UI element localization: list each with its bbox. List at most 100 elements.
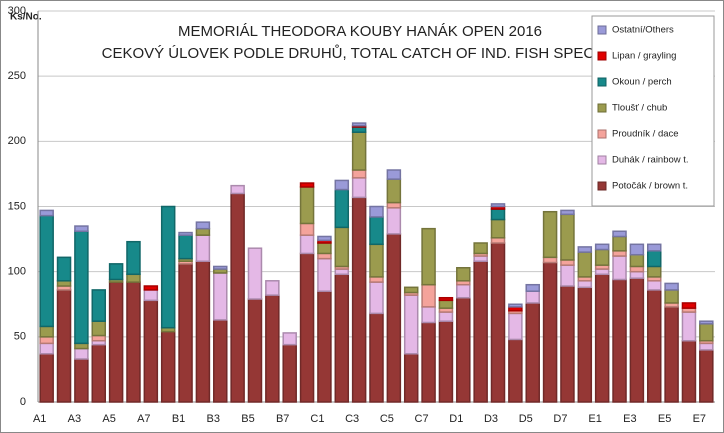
bar-segment bbox=[369, 205, 384, 218]
x-tick-label: A3 bbox=[68, 413, 81, 425]
legend-swatch bbox=[597, 51, 607, 61]
y-tick-label: 100 bbox=[8, 266, 26, 278]
x-tick-label: C5 bbox=[380, 413, 394, 425]
bar-segment bbox=[317, 290, 332, 403]
bar-segment bbox=[681, 339, 697, 403]
bar-segment bbox=[403, 353, 419, 403]
bar-segment bbox=[143, 299, 159, 403]
bar-segment bbox=[369, 281, 384, 315]
bar-segment bbox=[560, 264, 575, 287]
bar-segment bbox=[508, 338, 523, 403]
bar-segment bbox=[91, 289, 107, 322]
bar-segment bbox=[438, 320, 454, 403]
bar-segment bbox=[195, 227, 211, 236]
bar-segment bbox=[646, 243, 662, 252]
bar-segment bbox=[282, 343, 297, 403]
x-tick-label: D1 bbox=[449, 413, 463, 425]
bar-segment bbox=[39, 325, 54, 338]
bar-segment bbox=[699, 320, 714, 325]
bar-segment bbox=[351, 169, 367, 179]
bar-segment bbox=[299, 234, 315, 255]
bar-segment bbox=[438, 296, 454, 302]
bar-segment bbox=[577, 286, 593, 403]
x-tick-label: C3 bbox=[345, 413, 359, 425]
bar-segment bbox=[386, 178, 402, 204]
bar-segment bbox=[334, 188, 350, 229]
x-tick-label: D3 bbox=[484, 413, 498, 425]
bar-segment bbox=[213, 319, 228, 403]
bar-segment bbox=[386, 233, 402, 403]
bar-segment bbox=[230, 184, 245, 195]
bar-segment bbox=[560, 285, 575, 403]
bar-segment bbox=[490, 203, 506, 208]
x-tick-label: D5 bbox=[519, 413, 533, 425]
bar-segment bbox=[160, 205, 176, 329]
x-tick-label: B3 bbox=[207, 413, 220, 425]
bar-segment bbox=[56, 256, 72, 282]
bar-segment bbox=[299, 186, 315, 225]
bar-segment bbox=[473, 255, 488, 262]
bar-segment bbox=[664, 289, 679, 304]
bar-segment bbox=[456, 296, 471, 403]
legend-label: Tloušť / chub bbox=[612, 103, 667, 114]
bar-segment bbox=[490, 208, 506, 221]
bar-segment bbox=[195, 260, 211, 403]
x-tick-label: C7 bbox=[415, 413, 429, 425]
bar-segment bbox=[74, 225, 89, 233]
bar-segment bbox=[299, 252, 315, 403]
x-tick-label: E5 bbox=[658, 413, 671, 425]
bar-segment bbox=[369, 216, 384, 246]
x-tick-label: C1 bbox=[310, 413, 324, 425]
bar-segment bbox=[560, 213, 575, 261]
bar-segment bbox=[386, 169, 402, 180]
legend-label: Ostatní/Others bbox=[612, 25, 674, 36]
legend-swatch bbox=[597, 129, 607, 139]
bar-segment bbox=[247, 247, 263, 300]
bar-segment bbox=[195, 234, 211, 262]
bar-segment bbox=[629, 253, 645, 268]
bar-segment bbox=[646, 265, 662, 278]
bar-segment bbox=[126, 281, 141, 403]
bar-segment bbox=[247, 298, 263, 403]
bar-segment bbox=[334, 179, 350, 191]
bar-segment bbox=[594, 268, 610, 276]
bar-segment bbox=[403, 286, 419, 294]
bar-segment bbox=[699, 323, 714, 342]
bar-segment bbox=[317, 242, 332, 255]
bar-segment bbox=[560, 259, 575, 266]
bar-segment bbox=[577, 280, 593, 289]
y-tick-label: 0 bbox=[20, 396, 26, 408]
bar-segment bbox=[334, 268, 350, 276]
bar-segment bbox=[612, 230, 627, 238]
bar-segment bbox=[490, 237, 506, 244]
bar-segment bbox=[629, 277, 645, 403]
legend-label: Okoun / perch bbox=[612, 77, 672, 88]
x-tick-label: A7 bbox=[137, 413, 150, 425]
y-tick-label: 150 bbox=[8, 200, 26, 212]
bar-segment bbox=[473, 242, 488, 255]
legend-swatch bbox=[597, 181, 607, 191]
bar-segment bbox=[126, 273, 141, 283]
bar-segment bbox=[39, 336, 54, 345]
bar-segment bbox=[386, 207, 402, 235]
bar-segment bbox=[369, 243, 384, 278]
bar-segment bbox=[629, 270, 645, 279]
y-axis-label: Ks/No. bbox=[10, 12, 42, 23]
bar-segment bbox=[681, 311, 697, 342]
bar-segment bbox=[91, 320, 107, 337]
bar-segment bbox=[317, 252, 332, 260]
x-tick-label: B7 bbox=[276, 413, 289, 425]
x-tick-label: A1 bbox=[33, 413, 46, 425]
bar-segment bbox=[629, 265, 645, 273]
bar-segment bbox=[438, 299, 454, 309]
bar-segment bbox=[438, 311, 454, 322]
bar-segment bbox=[56, 280, 72, 287]
bar-segment bbox=[421, 283, 436, 308]
bar-segment bbox=[490, 242, 506, 403]
bar-segment bbox=[74, 342, 89, 350]
bar-segment bbox=[143, 285, 159, 291]
bar-segment bbox=[525, 302, 540, 403]
chart-subtitle: CEKOVÝ ÚLOVEK PODLE DRUHŮ, TOTAL CATCH O… bbox=[102, 44, 619, 62]
legend-label: Potočák / brown t. bbox=[612, 181, 688, 192]
